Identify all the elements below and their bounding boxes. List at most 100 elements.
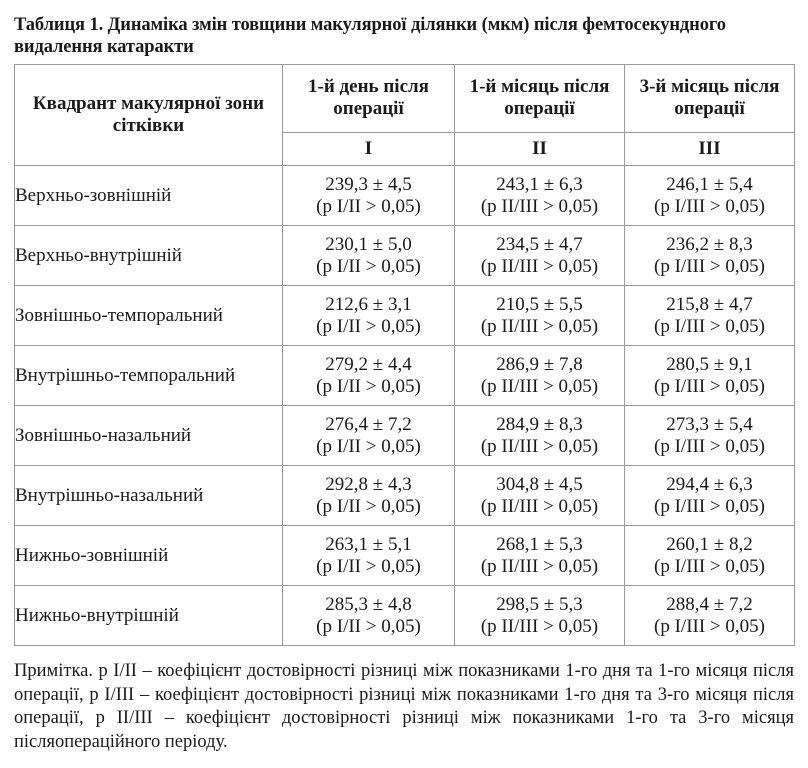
p-value: (p I/III > 0,05) xyxy=(654,255,765,277)
p-value: (p I/III > 0,05) xyxy=(654,375,765,397)
p-value: (p I/II > 0,05) xyxy=(316,435,421,457)
value-cell: 286,9 ± 7,8 (p II/III > 0,05) xyxy=(454,345,625,406)
mean-value: 292,8 ± 4,3 xyxy=(325,473,412,495)
mean-value: 215,8 ± 4,7 xyxy=(666,293,753,315)
table-row: Верхньо-зовнішній 239,3 ± 4,5 (p I/II > 0,… xyxy=(14,165,795,226)
p-value: (p II/III > 0,05) xyxy=(480,435,599,457)
mean-value: 298,5 ± 5,3 xyxy=(496,593,583,615)
p-value: (p II/III > 0,05) xyxy=(480,195,599,217)
value-cell: 304,8 ± 4,5 (p II/III > 0,05) xyxy=(454,465,625,526)
value-cell: 243,1 ± 6,3 (p II/III > 0,05) xyxy=(454,165,625,226)
p-value: (p I/III > 0,05) xyxy=(654,615,765,637)
value-cell: 273,3 ± 5,4 (p I/III > 0,05) xyxy=(624,405,795,466)
value-cell: 284,9 ± 8,3 (p II/III > 0,05) xyxy=(454,405,625,466)
table-title: Таблиця 1. Динаміка змін товщини макуляр… xyxy=(14,15,726,57)
value-cell: 288,4 ± 7,2 (p I/III > 0,05) xyxy=(624,585,795,646)
p-value: (p II/III > 0,05) xyxy=(480,375,599,397)
quadrant-name: Внутрішньо-темпоральний xyxy=(14,345,283,406)
mean-value: 210,5 ± 5,5 xyxy=(496,293,583,315)
value-cell: 280,5 ± 9,1 (p I/III > 0,05) xyxy=(624,345,795,406)
mean-value: 285,3 ± 4,8 xyxy=(325,593,412,615)
p-value: (p II/III > 0,05) xyxy=(480,495,599,517)
quadrant-name: Внутрішньо-назальний xyxy=(14,465,283,526)
p-value: (p I/III > 0,05) xyxy=(654,435,765,457)
p-value: (p I/III > 0,05) xyxy=(654,315,765,337)
table-row: Зовнішньо-назальний 276,4 ± 7,2 (p I/II > … xyxy=(14,405,795,466)
mean-value: 243,1 ± 6,3 xyxy=(496,173,583,195)
mean-value: 279,2 ± 4,4 xyxy=(325,353,412,375)
table-body: Верхньо-зовнішній 239,3 ± 4,5 (p I/II > 0,… xyxy=(14,165,795,646)
value-cell: 246,1 ± 5,4 (p I/III > 0,05) xyxy=(624,165,795,226)
mean-value: 212,6 ± 3,1 xyxy=(325,293,412,315)
mean-value: 246,1 ± 5,4 xyxy=(666,173,753,195)
table-row: Внутрішньо-темпоральний 279,2 ± 4,4 (p I/I… xyxy=(14,345,795,406)
value-cell: 279,2 ± 4,4 (p I/II > 0,05) xyxy=(282,345,455,406)
value-cell: 263,1 ± 5,1 (p I/II > 0,05) xyxy=(282,525,455,586)
p-value: (p I/II > 0,05) xyxy=(316,375,421,397)
header-row-roman: I II III xyxy=(15,131,795,167)
p-value: (p II/III > 0,05) xyxy=(480,315,599,337)
quadrant-name: Зовнішньо-назальний xyxy=(14,405,283,466)
quadrant-name: Зовнішньо-темпоральний xyxy=(14,285,283,346)
quadrant-name: Нижньо-внутрішній xyxy=(14,585,283,646)
value-cell: 268,1 ± 5,3 (p II/III > 0,05) xyxy=(454,525,625,586)
p-value: (p II/III > 0,05) xyxy=(480,615,599,637)
p-value: (p I/II > 0,05) xyxy=(316,615,421,637)
table-row: Внутрішньо-назальний 292,8 ± 4,3 (p I/II >… xyxy=(14,465,795,526)
period-header-month3: 3-й місяць після операції xyxy=(624,64,795,133)
value-cell: 210,5 ± 5,5 (p II/III > 0,05) xyxy=(454,285,625,346)
value-cell: 234,5 ± 4,7 (p II/III > 0,05) xyxy=(454,225,625,286)
table-header: Квадрант макулярної зони сітківки 1-й де… xyxy=(14,64,795,167)
mean-value: 263,1 ± 5,1 xyxy=(325,533,412,555)
value-cell: 230,1 ± 5,0 (p I/II > 0,05) xyxy=(282,225,455,286)
p-value: (p I/II > 0,05) xyxy=(316,195,421,217)
quadrant-name: Верхньо-внутрішній xyxy=(14,225,283,286)
table-row: Зовнішньо-темпоральний 212,6 ± 3,1 (p I/II… xyxy=(14,285,795,346)
value-cell: 239,3 ± 4,5 (p I/II > 0,05) xyxy=(282,165,455,226)
value-cell: 276,4 ± 7,2 (p I/II > 0,05) xyxy=(282,405,455,466)
mean-value: 260,1 ± 8,2 xyxy=(666,533,753,555)
p-value: (p I/II > 0,05) xyxy=(316,495,421,517)
p-value: (p I/III > 0,05) xyxy=(654,495,765,517)
mean-value: 236,2 ± 8,3 xyxy=(666,233,753,255)
value-cell: 292,8 ± 4,3 (p I/II > 0,05) xyxy=(282,465,455,526)
mean-value: 273,3 ± 5,4 xyxy=(666,413,753,435)
value-cell: 212,6 ± 3,1 (p I/II > 0,05) xyxy=(282,285,455,346)
p-value: (p I/II > 0,05) xyxy=(316,255,421,277)
mean-value: 284,9 ± 8,3 xyxy=(496,413,583,435)
p-value: (p I/III > 0,05) xyxy=(654,195,765,217)
table-row: Нижньо-зовнішній 263,1 ± 5,1 (p I/II > 0,0… xyxy=(14,525,795,586)
table-row: Нижньо-внутрішній 285,3 ± 4,8 (p I/II > 0,… xyxy=(14,585,795,646)
value-cell: 285,3 ± 4,8 (p I/II > 0,05) xyxy=(282,585,455,646)
data-table: Квадрант макулярної зони сітківки 1-й де… xyxy=(14,64,795,646)
period-roman-iii: III xyxy=(624,131,795,167)
mean-value: 288,4 ± 7,2 xyxy=(666,593,753,615)
period-roman-i: I xyxy=(282,131,455,167)
period-roman-ii: II xyxy=(454,131,625,167)
p-value: (p I/II > 0,05) xyxy=(316,555,421,577)
value-cell: 236,2 ± 8,3 (p I/III > 0,05) xyxy=(624,225,795,286)
mean-value: 239,3 ± 4,5 xyxy=(325,173,412,195)
value-cell: 294,4 ± 6,3 (p I/III > 0,05) xyxy=(624,465,795,526)
p-value: (p I/II > 0,05) xyxy=(316,315,421,337)
mean-value: 286,9 ± 7,8 xyxy=(496,353,583,375)
header-row-periods: Квадрант макулярної зони сітківки 1-й де… xyxy=(14,64,795,166)
value-cell: 260,1 ± 8,2 (p I/III > 0,05) xyxy=(624,525,795,586)
quadrant-name: Верхньо-зовнішній xyxy=(14,165,283,226)
mean-value: 294,4 ± 6,3 xyxy=(666,473,753,495)
p-value: (p II/III > 0,05) xyxy=(480,555,599,577)
mean-value: 268,1 ± 5,3 xyxy=(496,533,583,555)
period-header-day1: 1-й день після операції xyxy=(282,64,455,133)
mean-value: 304,8 ± 4,5 xyxy=(496,473,583,495)
mean-value: 280,5 ± 9,1 xyxy=(666,353,753,375)
mean-value: 276,4 ± 7,2 xyxy=(325,413,412,435)
p-value: (p II/III > 0,05) xyxy=(480,255,599,277)
table-note: Примітка. p I/II – коефіцієнт достовірно… xyxy=(14,661,794,752)
quadrant-name: Нижньо-зовнішній xyxy=(14,525,283,586)
quadrant-column-header: Квадрант макулярної зони сітківки xyxy=(14,64,283,166)
p-value: (p I/III > 0,05) xyxy=(654,555,765,577)
value-cell: 215,8 ± 4,7 (p I/III > 0,05) xyxy=(624,285,795,346)
value-cell: 298,5 ± 5,3 (p II/III > 0,05) xyxy=(454,585,625,646)
mean-value: 234,5 ± 4,7 xyxy=(496,233,583,255)
period-header-month1: 1-й місяць після операції xyxy=(454,64,625,133)
